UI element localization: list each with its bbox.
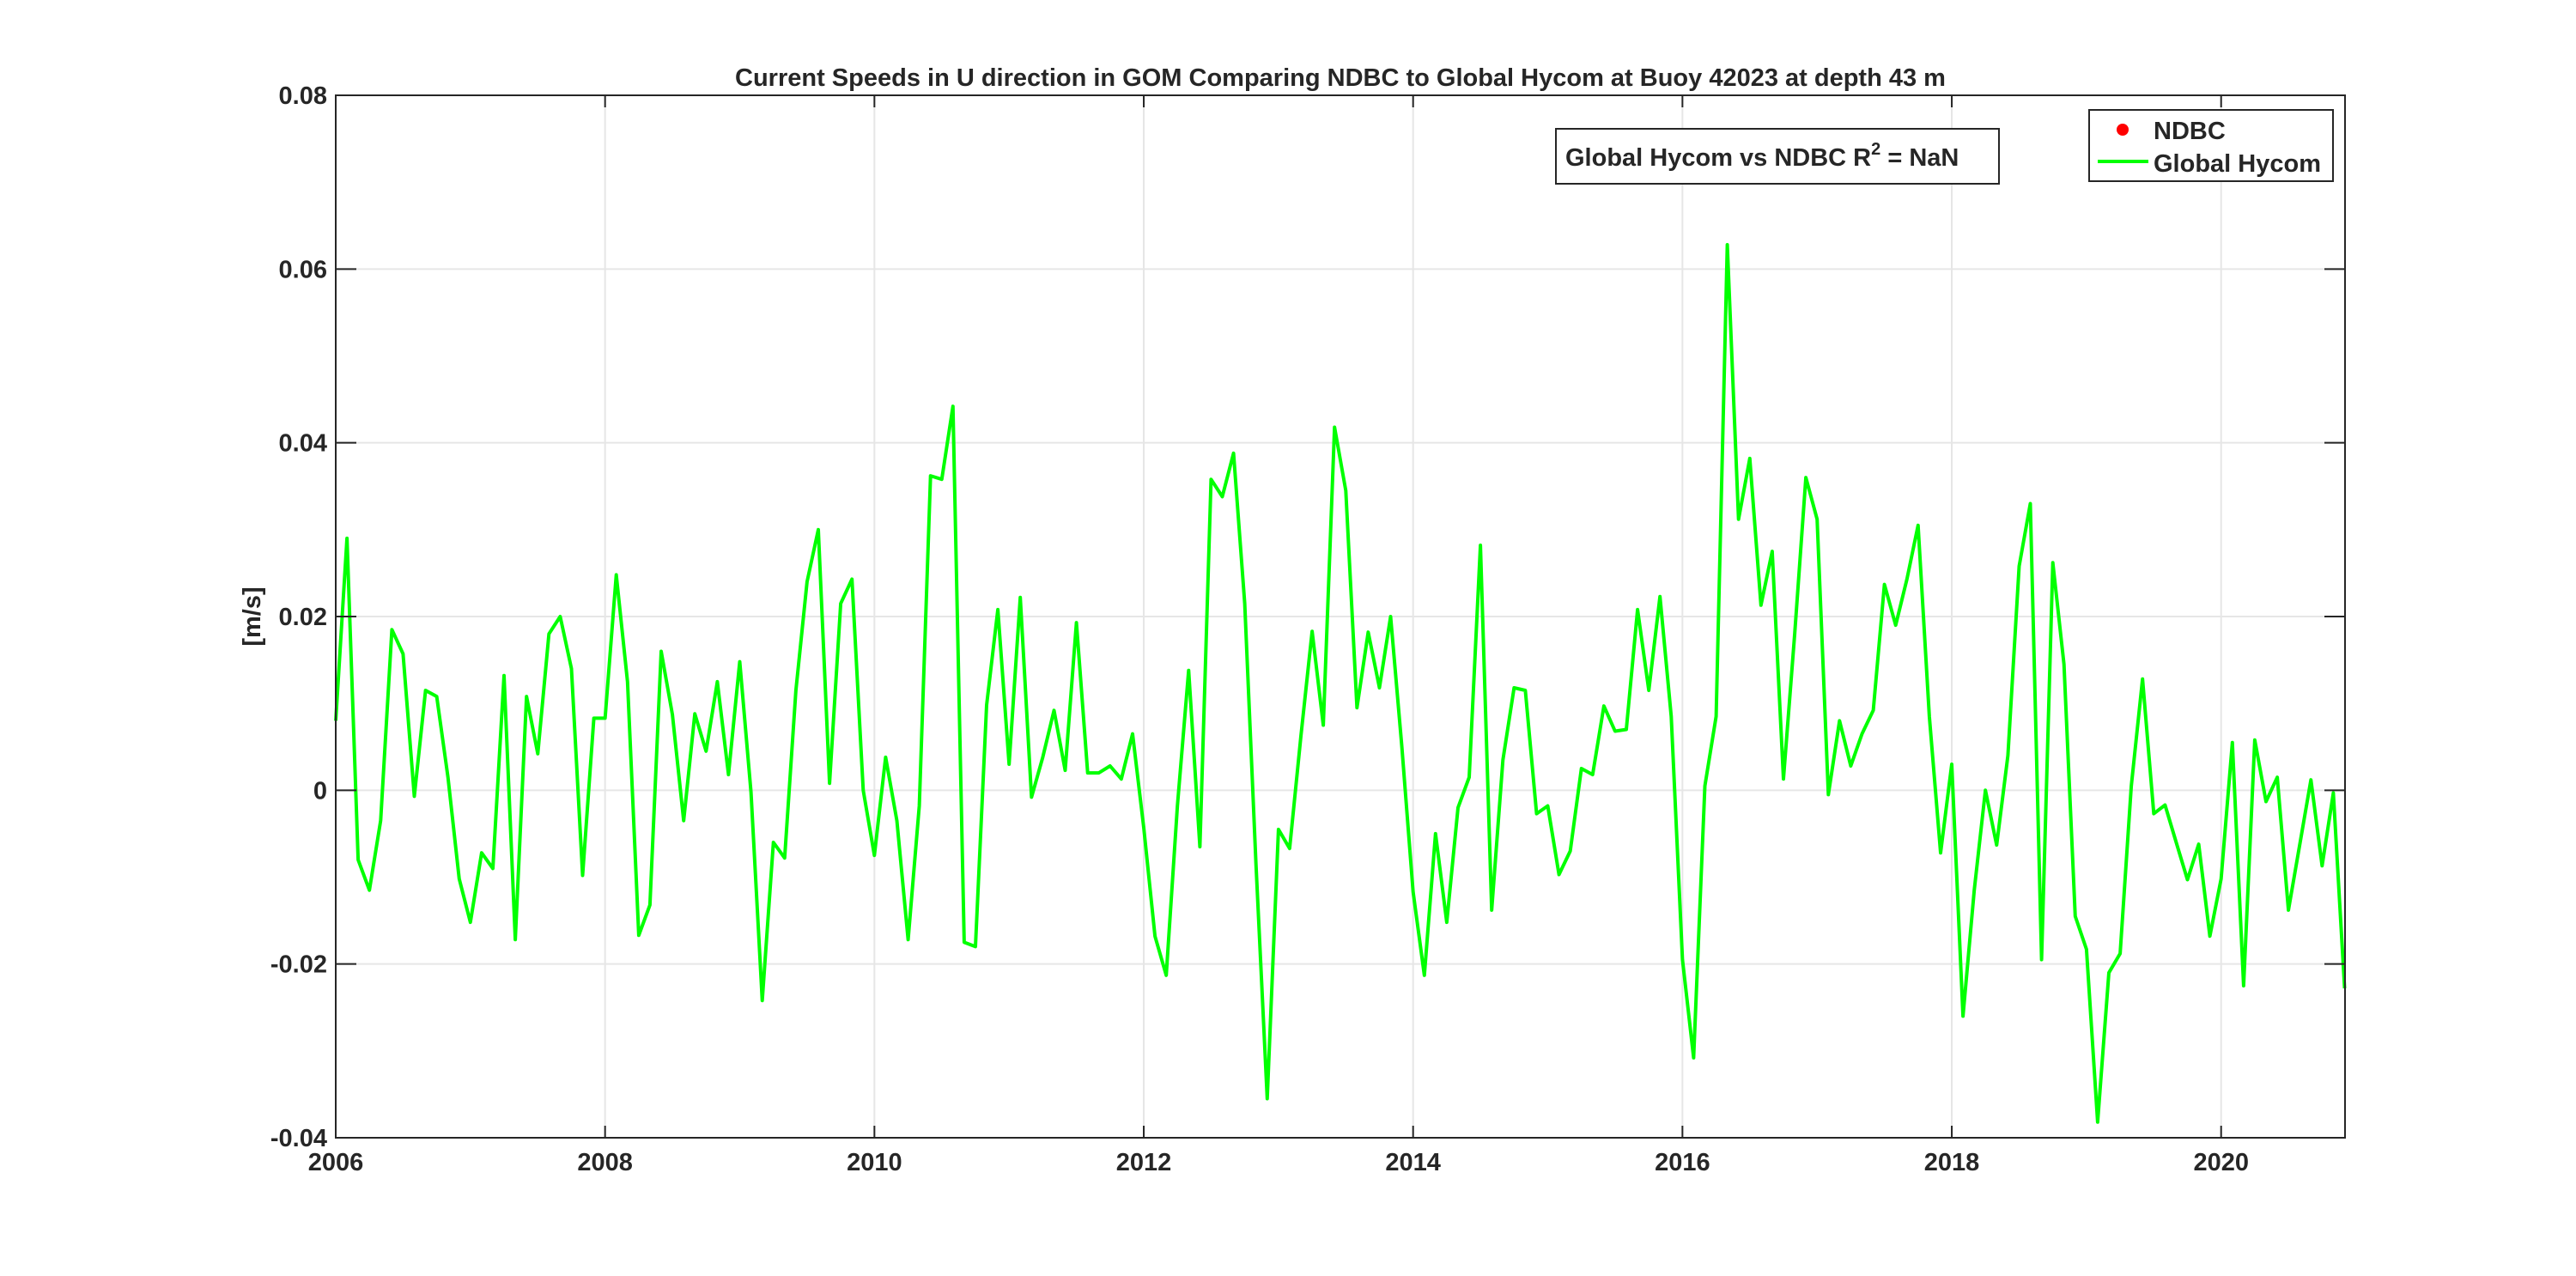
stats-annotation-suffix: = NaN (1880, 144, 1959, 172)
x-tick-label: 2016 (1655, 1149, 1710, 1176)
stats-annotation: Global Hycom vs NDBC R2 = NaN (1556, 129, 1999, 184)
y-tick-label: -0.02 (270, 951, 327, 979)
stats-annotation-prefix: Global Hycom vs NDBC R (1565, 144, 1871, 172)
stats-annotation-superscript: 2 (1871, 140, 1880, 159)
y-axis-title: [m/s] (239, 586, 266, 646)
x-tick-label: 2018 (1924, 1149, 1980, 1176)
plot-series (336, 245, 2345, 1122)
x-tick-label: 2020 (2193, 1149, 2249, 1176)
y-tick-label: 0.08 (279, 82, 327, 110)
x-tick-label: 2006 (308, 1149, 364, 1176)
legend: NDBC Global Hycom (2089, 110, 2333, 181)
legend-marker-ndbc (2117, 124, 2129, 136)
y-tick-label: 0.04 (279, 430, 327, 458)
y-tick-label: 0.02 (279, 604, 327, 631)
x-tick-label: 2014 (1385, 1149, 1441, 1176)
grid-lines (336, 95, 2345, 1138)
chart-title: Current Speeds in U direction in GOM Com… (735, 64, 1946, 92)
y-tick-label: 0 (313, 777, 327, 805)
y-tick-label: -0.04 (270, 1125, 327, 1152)
legend-label-ndbc: NDBC (2154, 118, 2226, 145)
x-tick-label: 2010 (847, 1149, 902, 1176)
y-tick-label: 0.06 (279, 256, 327, 283)
series-line-global-hycom (336, 245, 2345, 1122)
legend-label-global-hycom: Global Hycom (2154, 150, 2321, 178)
x-tick-label: 2012 (1116, 1149, 1172, 1176)
x-tick-label: 2008 (577, 1149, 633, 1176)
stats-annotation-text: Global Hycom vs NDBC R2 = NaN (1565, 140, 1959, 172)
